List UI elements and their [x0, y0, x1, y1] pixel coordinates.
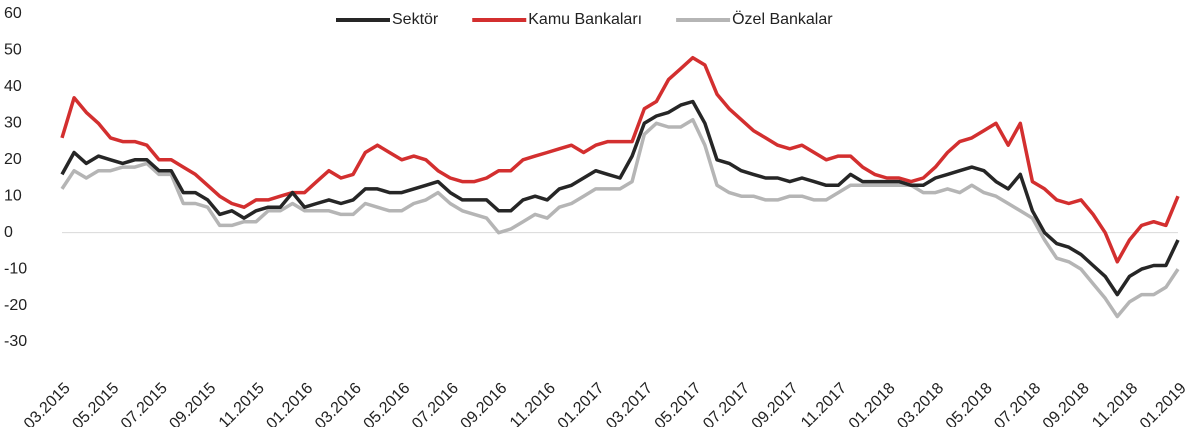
x-tick-label: 01.2017 — [555, 380, 608, 427]
series-line — [60, 99, 1180, 297]
x-tick-label: 05.2016 — [361, 380, 414, 427]
legend-label: Sektör — [392, 11, 439, 28]
x-tick-label: 01.2019 — [1137, 380, 1188, 427]
y-tick-label: -20 — [4, 297, 27, 314]
series-line — [60, 55, 1180, 264]
legend-label: Özel Bankalar — [732, 10, 833, 28]
y-tick-label: 40 — [4, 78, 22, 95]
x-tick-label: 03.2017 — [603, 380, 656, 427]
x-tick-label: 07.2016 — [409, 380, 462, 427]
y-tick-label: 10 — [4, 187, 22, 204]
x-tick-label: 11.2016 — [507, 380, 559, 427]
x-tick-label: 11.2015 — [216, 380, 268, 427]
x-tick-label: 03.2015 — [21, 380, 74, 427]
legend-label: Kamu Bankaları — [528, 11, 642, 28]
x-tick-label: 09.2017 — [749, 380, 802, 427]
x-tick-label: 09.2015 — [166, 380, 219, 427]
x-tick-label: 03.2018 — [894, 380, 947, 427]
y-tick-label: -10 — [4, 260, 27, 277]
x-tick-label: 11.2018 — [1089, 380, 1141, 427]
y-tick-label: 0 — [4, 224, 13, 241]
y-tick-label: 20 — [4, 151, 22, 168]
y-tick-label: -30 — [4, 333, 27, 350]
x-tick-label: 07.2015 — [118, 380, 171, 427]
x-tick-label: 01.2016 — [263, 380, 316, 427]
x-tick-label: 07.2017 — [700, 380, 753, 427]
y-tick-label: 50 — [4, 42, 22, 59]
x-tick-label: 05.2018 — [943, 380, 996, 427]
series-line — [60, 117, 1180, 319]
x-tick-label: 05.2015 — [69, 380, 122, 427]
x-tick-label: 09.2018 — [1040, 380, 1093, 427]
x-tick-label: 01.2018 — [846, 380, 899, 427]
x-tick-label: 09.2016 — [458, 380, 511, 427]
x-tick-label: 05.2017 — [652, 380, 705, 427]
x-tick-label: 11.2017 — [798, 380, 850, 427]
x-tick-label: 03.2016 — [312, 380, 365, 427]
y-tick-label: 30 — [4, 115, 22, 132]
x-tick-label: 07.2018 — [991, 380, 1044, 427]
y-tick-label: 60 — [4, 5, 22, 22]
